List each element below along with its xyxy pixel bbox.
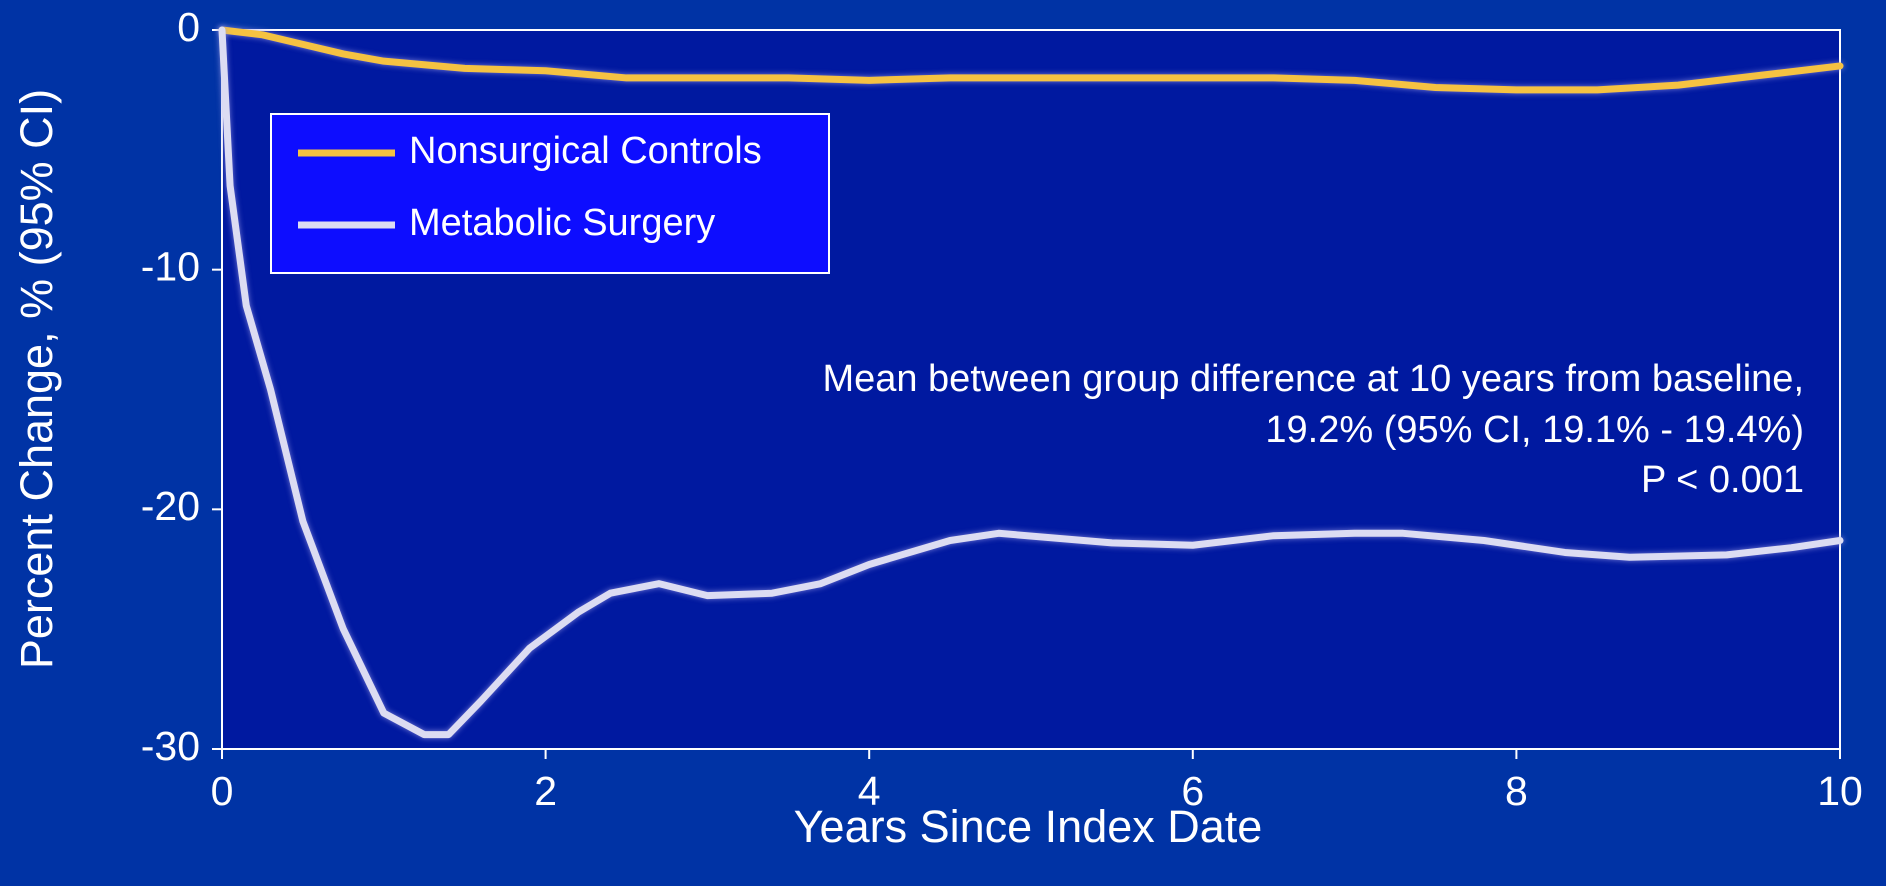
x-tick-label: 2 <box>534 768 557 814</box>
y-axis-label: Percent Change, % (95% CI) <box>11 89 62 669</box>
y-tick-label: -30 <box>141 723 200 769</box>
x-tick-label: 10 <box>1817 768 1863 814</box>
annotation: Mean between group difference at 10 year… <box>822 358 1804 400</box>
x-tick-label: 6 <box>1181 768 1204 814</box>
legend-label: Nonsurgical Controls <box>409 130 762 172</box>
y-tick-label: -10 <box>141 243 200 289</box>
legend-label: Metabolic Surgery <box>409 202 715 244</box>
plot-frame <box>221 29 1841 750</box>
series-line <box>218 26 1844 94</box>
x-tick-label: 8 <box>1505 768 1528 814</box>
y-tick-label: -20 <box>141 483 200 529</box>
annotation: P < 0.001 <box>1641 459 1804 501</box>
x-tick-label: 0 <box>211 768 234 814</box>
series-line <box>218 26 1844 739</box>
x-tick-label: 4 <box>858 768 881 814</box>
y-tick-label: 0 <box>177 4 200 50</box>
x-axis-label: Years Since Index Date <box>794 801 1263 852</box>
legend-box <box>270 113 830 274</box>
annotation: 19.2% (95% CI, 19.1% - 19.4%) <box>1265 409 1804 451</box>
